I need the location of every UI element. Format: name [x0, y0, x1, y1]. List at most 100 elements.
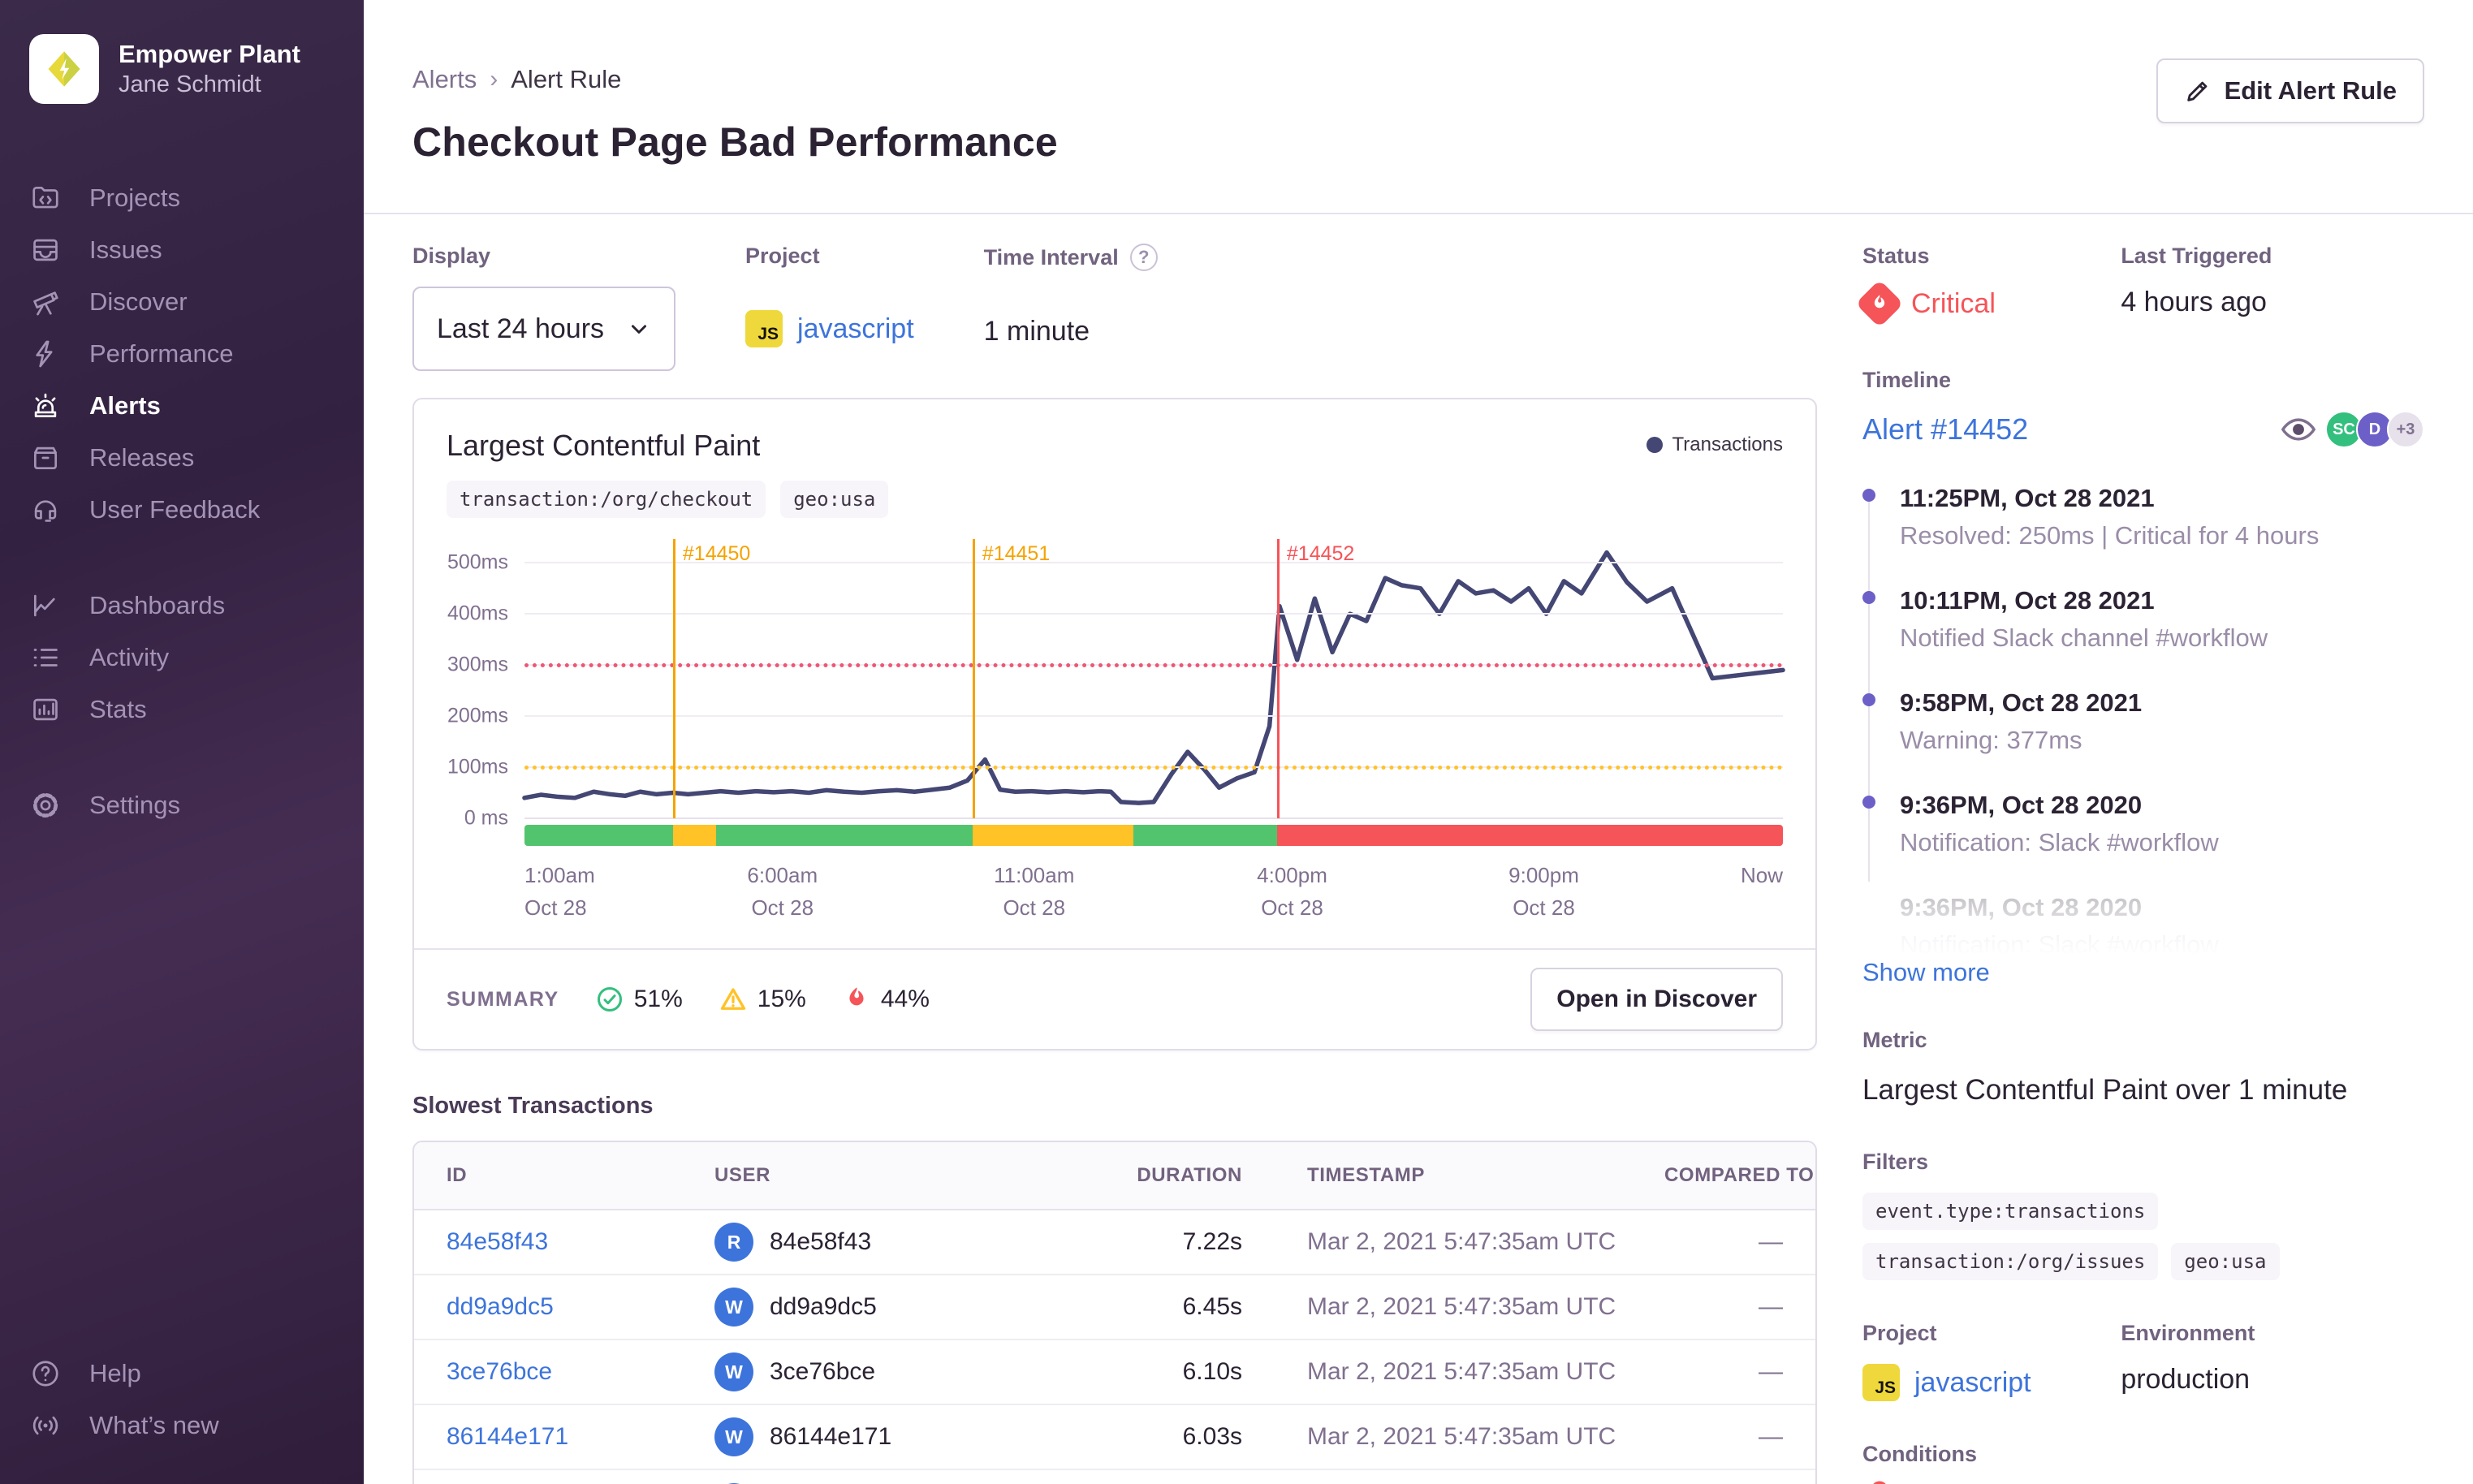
col-timestamp: TIMESTAMP: [1307, 1164, 1425, 1186]
page-header: Alerts › Alert Rule Checkout Page Bad Pe…: [364, 0, 2473, 214]
strip-segment-warning: [972, 825, 1134, 846]
project-link[interactable]: javascript: [797, 313, 914, 344]
help-tooltip-icon[interactable]: ?: [1129, 244, 1158, 271]
transaction-id-link[interactable]: dd9a9dc5: [447, 1293, 554, 1320]
status-value: Critical: [1911, 287, 1996, 319]
transaction-id-link[interactable]: 86144e171: [447, 1423, 569, 1450]
filter-tag: event.type:transactions: [1862, 1193, 2159, 1231]
timeline-dot-icon: [1862, 693, 1875, 706]
last-triggered-label: Last Triggered: [2121, 244, 2272, 268]
summary-stats: 51% 15% 44%: [595, 985, 965, 1014]
gridline-500: [524, 562, 1783, 564]
incident-marker-label: #14452: [1286, 542, 1355, 565]
strip-segment-critical: [1276, 825, 1783, 846]
pencil-icon: [2186, 81, 2207, 101]
metric-section: Metric Largest Contentful Paint over 1 m…: [1862, 1028, 2424, 1109]
filters-label: Filters: [1862, 1150, 1929, 1175]
chart-area: 500ms 400ms 300ms 200ms 100ms 0 ms #14450 #1445…: [414, 518, 1815, 937]
timeline-section: Timeline Alert #14452 SC D +3 11:25PM, Oct…: [1862, 368, 2424, 987]
timeline-description: Notified Slack channel #workflow: [1900, 623, 2268, 652]
conditions-label: Conditions: [1862, 1442, 1977, 1467]
sidebar-item-alerts[interactable]: Alerts: [29, 380, 334, 432]
sidebar-item-discover[interactable]: Discover: [29, 276, 334, 328]
bar-chart-icon: [29, 693, 62, 726]
gridline-0: [524, 817, 1783, 819]
lcp-chart-card: Largest Contentful Paint transaction:/or…: [412, 398, 1817, 1050]
breadcrumb-current: Alert Rule: [511, 65, 622, 93]
transaction-id-link[interactable]: 84e58f43: [447, 1228, 549, 1255]
display-range-dropdown[interactable]: Last 24 hours: [412, 287, 676, 371]
javascript-platform-icon: JS: [745, 310, 783, 347]
col-baseline: COMPARED TO BASELINE: [1664, 1164, 1815, 1186]
help-circle-icon: [29, 1357, 62, 1390]
plot-area: 500ms 400ms 300ms 200ms 100ms 0 ms #14450 #1445…: [447, 539, 1783, 830]
org-switcher[interactable]: Empower Plant Jane Schmidt: [0, 34, 364, 104]
status-badge: Critical: [1855, 279, 2121, 328]
filter-tags: event.type:transactions transaction:/org/…: [1862, 1193, 2398, 1281]
sidebar-item-user-feedback[interactable]: User Feedback: [29, 484, 334, 536]
project-control: Project JS javascript: [745, 244, 914, 373]
y-tick-label: 0 ms: [464, 806, 508, 830]
breadcrumb-alerts-link[interactable]: Alerts: [412, 65, 477, 93]
y-tick-label: 400ms: [447, 602, 508, 625]
sidebar-item-dashboards[interactable]: Dashboards: [29, 580, 334, 632]
filter-tag: transaction:/org/issues: [1862, 1243, 2159, 1281]
folder-code-icon: [29, 182, 62, 214]
timeline-entry: 10:11PM, Oct 28 2021 Notified Slack chann…: [1862, 586, 2424, 653]
lightning-icon: [29, 338, 62, 370]
legend-transactions[interactable]: Transactions: [1646, 429, 1784, 461]
edit-alert-rule-button[interactable]: Edit Alert Rule: [2156, 58, 2424, 123]
user-avatar: W: [714, 1352, 753, 1391]
filters-section: Filters event.type:transactions transacti…: [1862, 1150, 2424, 1281]
status-row: Status Critical Last Triggered 4 hours a…: [1855, 244, 2424, 328]
sidebar-item-activity[interactable]: Activity: [29, 632, 334, 684]
sidebar-item-what-s-new[interactable]: What’s new: [29, 1400, 334, 1452]
open-in-discover-button[interactable]: Open in Discover: [1530, 968, 1783, 1031]
table-body: 84e58f43 R 84e58f43 7.22s Mar 2, 2021 5:47:3…: [414, 1210, 1815, 1484]
chart-tag-geo: geo:usa: [780, 481, 889, 518]
timeline-description: Resolved: 250ms | Critical for 4 hours: [1900, 521, 2320, 550]
org-name: Empower Plant: [119, 39, 300, 68]
main: Alerts › Alert Rule Checkout Page Bad Pe…: [364, 0, 2473, 1484]
strip-segment-ok: [715, 825, 973, 846]
sidebar-item-releases[interactable]: Releases: [29, 432, 334, 484]
legend-label: Transactions: [1672, 434, 1784, 455]
critical-flame-icon: [1855, 1478, 1904, 1484]
display-control: Display Last 24 hours: [412, 244, 676, 373]
page-title: Checkout Page Bad Performance: [412, 119, 1058, 165]
timestamp-cell: Mar 2, 2021 5:47:35am UTC: [1307, 1358, 1616, 1385]
baseline-cell: —: [1759, 1228, 1783, 1255]
alert-number-link[interactable]: Alert #14452: [1862, 412, 2029, 446]
sidebar-item-stats[interactable]: Stats: [29, 684, 334, 736]
incident-marker-line[interactable]: [972, 539, 975, 818]
sidebar-nav-settings: Settings: [0, 779, 364, 831]
x-tick-label: 6:00am Oct 28: [747, 863, 818, 921]
timeline-dot-icon: [1862, 796, 1875, 809]
y-tick-label: 500ms: [447, 550, 508, 574]
check-circle-icon: [595, 985, 624, 1014]
timeline-time: 9:36PM, Oct 28 2020: [1900, 791, 2143, 819]
strip-segment-ok: [1133, 825, 1277, 846]
sidebar-item-performance[interactable]: Performance: [29, 328, 334, 380]
incident-marker-line[interactable]: [672, 539, 675, 818]
x-tick-label: Now: [1740, 863, 1783, 887]
sidebar-item-help[interactable]: Help: [29, 1348, 334, 1400]
transaction-id-link[interactable]: 3ce76bce: [447, 1358, 553, 1385]
gridline-400: [524, 613, 1783, 615]
telescope-icon: [29, 286, 62, 318]
critical-flame-icon: [1855, 279, 1904, 328]
sidebar-item-issues[interactable]: Issues: [29, 224, 334, 276]
baseline-cell: —: [1759, 1293, 1783, 1320]
detail-project-link[interactable]: javascript: [1914, 1366, 2031, 1398]
sidebar-item-projects[interactable]: Projects: [29, 172, 334, 224]
environment-value: production: [2121, 1364, 2251, 1396]
user-name-cell: 86144e171: [770, 1423, 892, 1450]
slowest-transactions-table: ID USER DURATION TIMESTAMP COMPARED TO B…: [412, 1141, 1817, 1484]
sidebar-item-settings[interactable]: Settings: [29, 779, 334, 831]
duration-cell: 6.10s: [1182, 1358, 1242, 1385]
status-label: Status: [1862, 244, 1930, 268]
show-more-link[interactable]: Show more: [1862, 958, 1990, 986]
incident-marker-line[interactable]: [1276, 539, 1280, 818]
left-column: Display Last 24 hours Project JS javascr…: [412, 214, 1817, 1484]
